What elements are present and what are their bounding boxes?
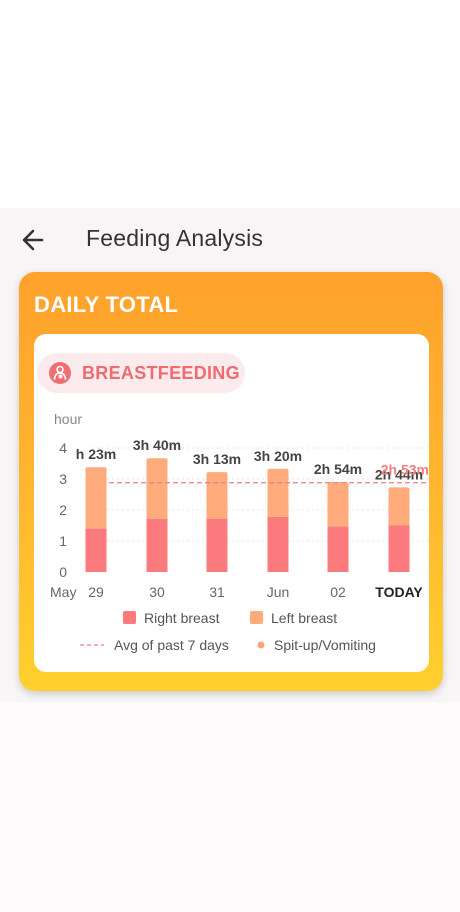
legend-swatch-spitup — [257, 641, 265, 649]
legend-label-average: Avg of past 7 days — [114, 637, 229, 653]
y-tick-label: 1 — [59, 533, 67, 549]
bar-total-label: 3h 20m — [254, 448, 302, 464]
bar-total-label: 3h 40m — [133, 437, 181, 453]
arrow-left-icon — [22, 229, 44, 251]
legend-swatch-right-breast — [123, 611, 136, 624]
category-chip[interactable]: BREASTFEEDING — [37, 353, 245, 393]
x-tick-label: TODAY — [375, 584, 423, 600]
x-tick-label: 31 — [209, 584, 225, 600]
legend-label-left-breast: Left breast — [271, 610, 337, 626]
y-tick-label: 0 — [59, 564, 67, 580]
bar-total-label: 3h 13m — [193, 451, 241, 467]
bar-total-label: 2h 44m — [375, 466, 423, 482]
x-axis-month-label: May — [50, 584, 76, 600]
x-tick-label: 30 — [149, 584, 165, 600]
bar-right-breast — [267, 516, 289, 572]
bar-left-breast — [327, 482, 349, 527]
bar-left-breast — [267, 468, 289, 517]
x-tick-label: 29 — [88, 584, 104, 600]
x-tick-label: 02 — [330, 584, 346, 600]
average-label: 2h 53m — [381, 462, 429, 478]
bar-left-breast — [206, 472, 228, 519]
y-tick-label: 4 — [59, 440, 67, 456]
bar-left-breast — [85, 467, 107, 529]
bar-right-breast — [206, 518, 228, 572]
daily-total-card: DAILY TOTAL BREASTFEEDING hour 0 1 2 3 4 h 23m… — [19, 272, 443, 691]
back-button[interactable] — [18, 225, 50, 255]
bar-right-breast — [146, 518, 168, 572]
bar-right-breast — [85, 528, 107, 572]
legend-swatch-left-breast — [250, 611, 263, 624]
category-label: BREASTFEEDING — [82, 363, 240, 383]
x-tick-label: Jun — [267, 584, 290, 600]
bar-left-breast — [388, 487, 410, 526]
y-axis-label: hour — [54, 411, 82, 427]
app-header: Feeding Analysis — [0, 208, 460, 270]
status-area — [0, 0, 460, 208]
page-title: Feeding Analysis — [86, 225, 264, 251]
card-title: DAILY TOTAL — [34, 292, 179, 317]
bar-total-label: 2h 54m — [314, 461, 362, 477]
legend-label-right-breast: Right breast — [144, 610, 220, 626]
bar-right-breast — [388, 525, 410, 572]
y-tick-label: 3 — [59, 471, 67, 487]
bar-right-breast — [327, 526, 349, 572]
chart-panel: BREASTFEEDING hour 0 1 2 3 4 h 23m 29 3h 40m 30 3h… — [34, 334, 429, 672]
y-tick-label: 2 — [59, 502, 67, 518]
bar-total-label: h 23m — [76, 446, 116, 462]
legend-label-spitup: Spit-up/Vomiting — [274, 637, 376, 653]
daily-total-chart: hour 0 1 2 3 4 h 23m 29 3h 40m 30 3h 13m 31 3h 20m Ju… — [50, 411, 429, 653]
bar-left-breast — [146, 458, 168, 519]
breastfeeding-icon — [49, 362, 71, 384]
